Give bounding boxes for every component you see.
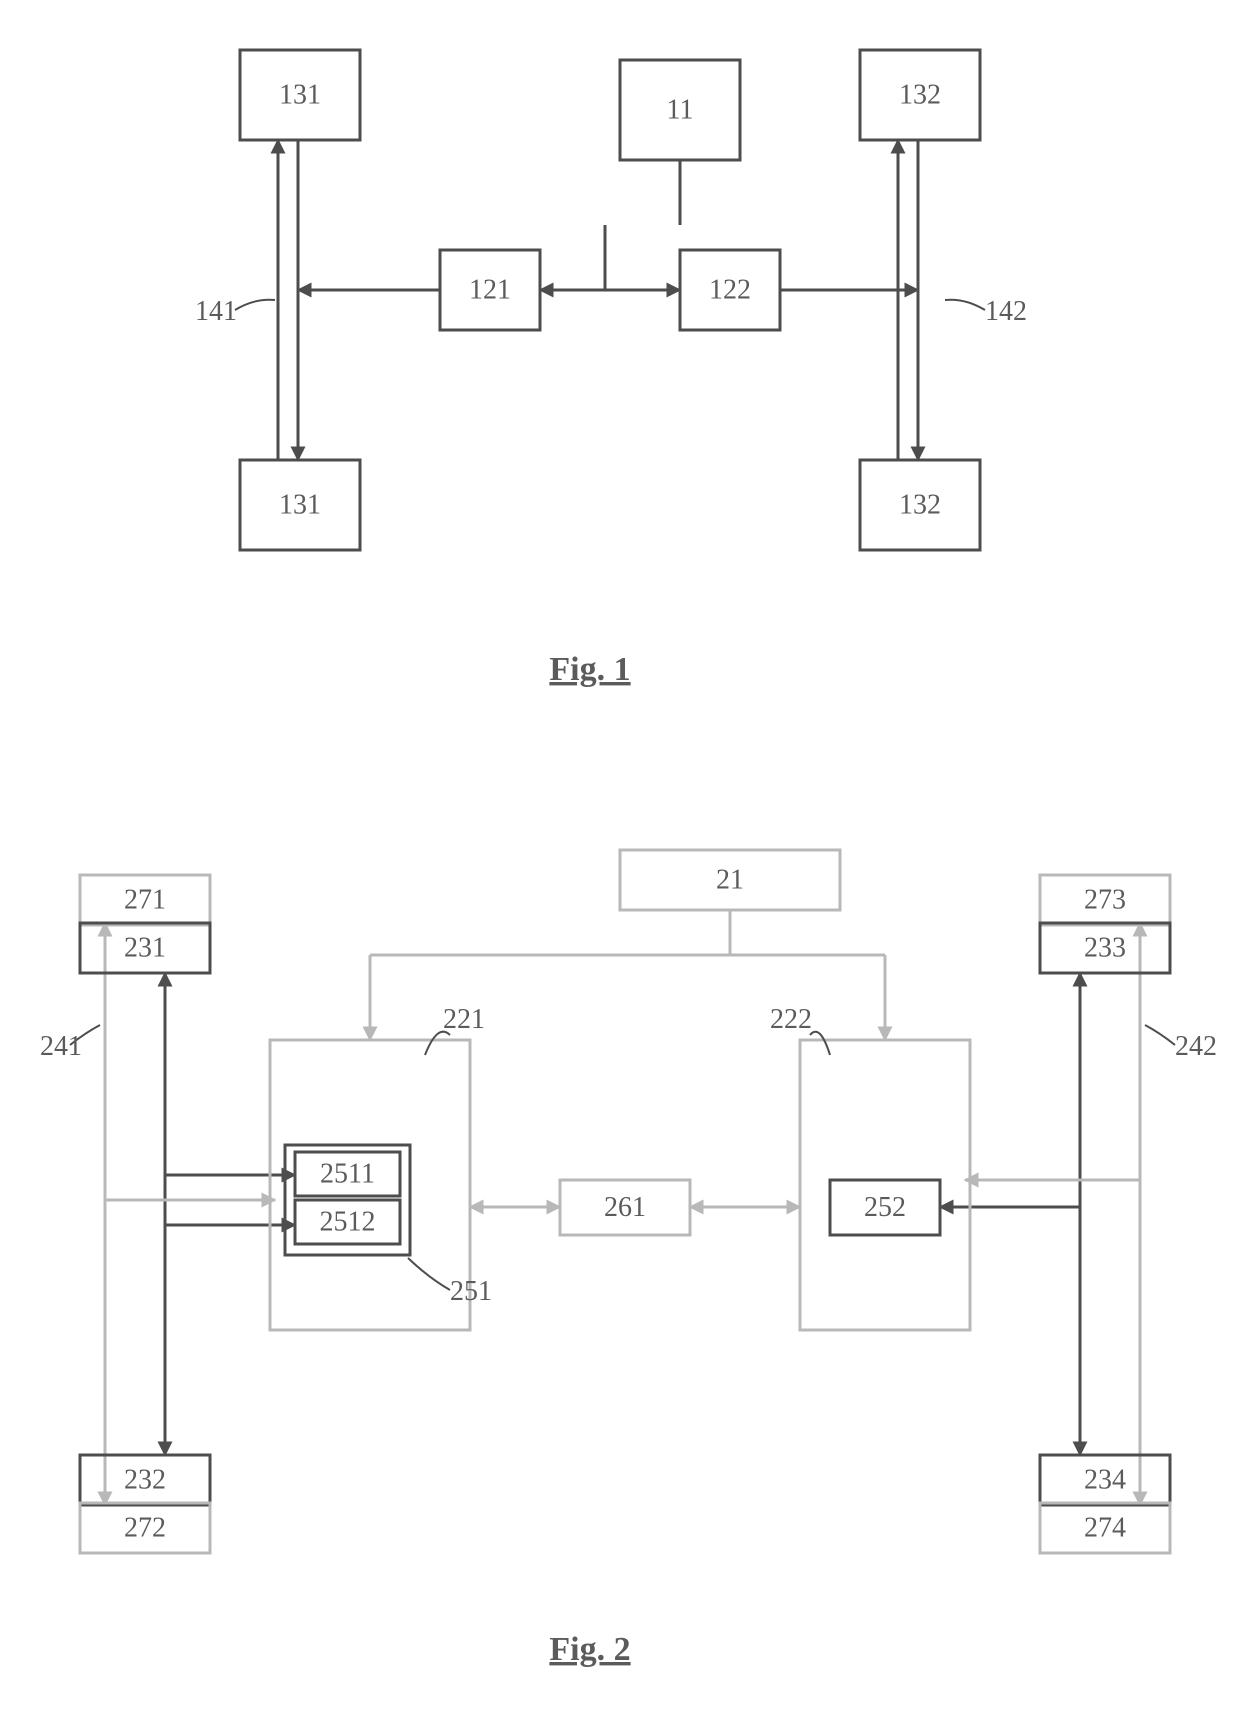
leader-line — [425, 1032, 450, 1055]
diagram-node-label: 234 — [1084, 1465, 1126, 1496]
figure-caption: Fig. 1 — [549, 651, 630, 688]
figure-1: 131 131 132 132 11 121 122 141 142 Fig. 1 — [195, 50, 1027, 688]
diagram-node-label: 2512 — [320, 1207, 376, 1238]
diagram-node-label: 131 — [279, 490, 321, 521]
figure-caption: Fig. 2 — [549, 1631, 630, 1668]
diagram-node-label: 252 — [864, 1192, 906, 1223]
leader-line — [408, 1258, 450, 1290]
figure-2: 271 231 232 272 273 233 234 274 21 261 2511 2512 252… — [40, 850, 1217, 1668]
diagram-label: 141 — [195, 296, 237, 327]
diagram-label: 142 — [985, 296, 1027, 327]
leader-line — [810, 1032, 830, 1055]
diagram-node-label: 231 — [124, 933, 166, 964]
diagram-node-label: 21 — [716, 865, 744, 896]
diagram-node — [800, 1040, 970, 1330]
leader-line — [1145, 1025, 1175, 1045]
diagram-node-label: 261 — [604, 1192, 646, 1223]
diagram-label: 251 — [450, 1276, 492, 1307]
diagram-label: 222 — [770, 1004, 812, 1035]
diagram-node-label: 122 — [709, 275, 751, 306]
diagram-label: 242 — [1175, 1031, 1217, 1062]
diagram-node-label: 121 — [469, 275, 511, 306]
diagram-node-label: 271 — [124, 885, 166, 916]
diagram-node-label: 272 — [124, 1513, 166, 1544]
diagram-node-label: 274 — [1084, 1513, 1126, 1544]
diagram-label: 241 — [40, 1031, 82, 1062]
diagram-node-label: 232 — [124, 1465, 166, 1496]
diagram-node-label: 11 — [667, 95, 694, 126]
diagram-node-label: 2511 — [320, 1159, 375, 1190]
leader-line — [235, 300, 275, 310]
diagram-label: 221 — [443, 1004, 485, 1035]
diagram-node-label: 131 — [279, 80, 321, 111]
diagram-node-label: 273 — [1084, 885, 1126, 916]
leader-line — [945, 300, 985, 310]
diagram-node-label: 132 — [899, 80, 941, 111]
diagram-node-label: 233 — [1084, 933, 1126, 964]
diagram-node-label: 132 — [899, 490, 941, 521]
